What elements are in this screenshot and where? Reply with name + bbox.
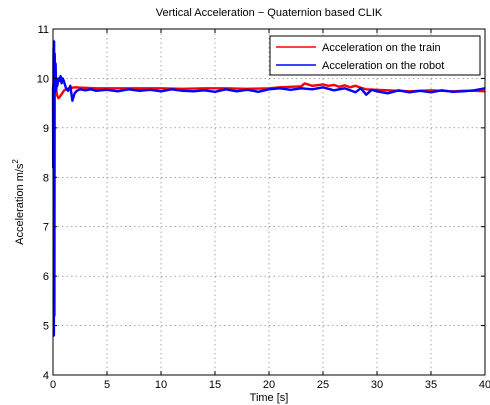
y-tick-label: 4 bbox=[43, 370, 49, 382]
x-tick-label: 25 bbox=[317, 379, 329, 391]
x-tick-label: 5 bbox=[104, 379, 110, 391]
x-tick-label: 20 bbox=[263, 379, 275, 391]
y-tick-label: 7 bbox=[43, 222, 49, 234]
x-tick-label: 35 bbox=[425, 379, 437, 391]
legend: Acceleration on the train Acceleration o… bbox=[269, 35, 481, 76]
y-tick-label: 11 bbox=[38, 24, 49, 36]
x-tick-label: 15 bbox=[209, 379, 221, 391]
x-tick-label: 0 bbox=[50, 379, 56, 391]
y-axis-label-main: Acceleration m/s bbox=[14, 163, 26, 245]
plot-area bbox=[53, 29, 485, 375]
y-axis-label-superscript: 2 bbox=[11, 159, 20, 164]
chart-title: Vertical Acceleration − Quaternion based… bbox=[156, 7, 383, 19]
y-tick-label: 8 bbox=[43, 172, 49, 184]
grid-lines bbox=[53, 29, 485, 375]
legend-label-robot: Acceleration on the robot bbox=[322, 60, 444, 72]
series-line-robot bbox=[51, 40, 486, 337]
legend-label-train: Acceleration on the train bbox=[322, 42, 441, 54]
y-tick-label: 6 bbox=[43, 271, 49, 283]
x-axis-label: Time [s] bbox=[250, 392, 289, 404]
x-tick-label: 10 bbox=[155, 379, 167, 391]
y-tick-label: 10 bbox=[37, 73, 49, 85]
x-tick-label: 40 bbox=[479, 379, 490, 391]
legend-box bbox=[269, 35, 481, 76]
y-tick-label: 9 bbox=[43, 123, 49, 135]
y-axis-label: Acceleration m/s2 bbox=[11, 159, 26, 245]
series-layer bbox=[51, 40, 486, 337]
y-tick-label: 5 bbox=[43, 321, 49, 333]
x-tick-label: 30 bbox=[371, 379, 383, 391]
